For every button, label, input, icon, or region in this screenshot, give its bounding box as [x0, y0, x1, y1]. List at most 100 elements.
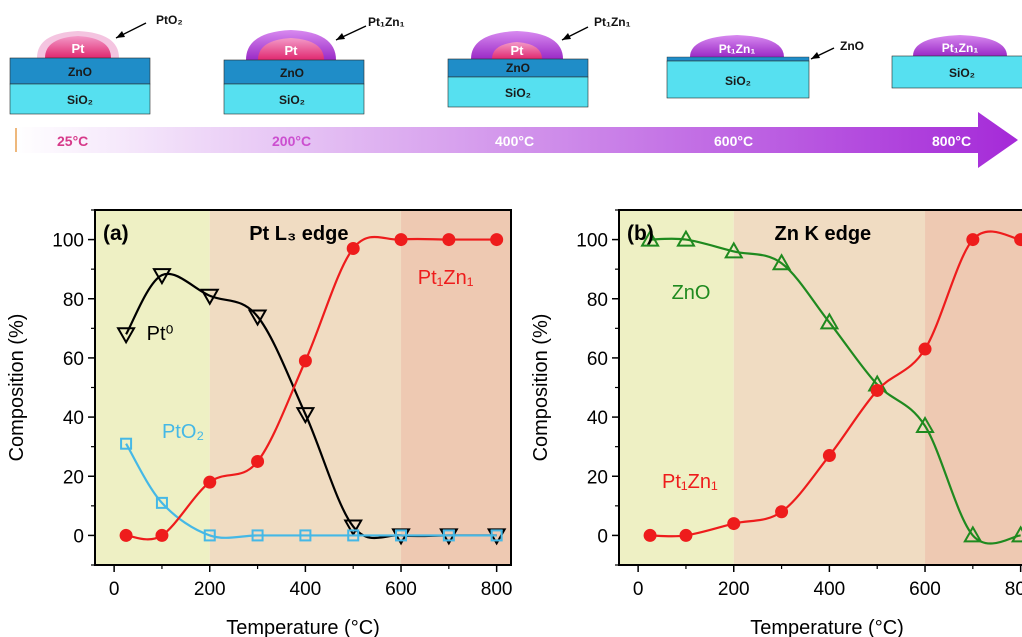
stage-5-layer2-label: SiO₂ — [949, 66, 975, 80]
stage-3-cap-label: Pt — [511, 43, 525, 58]
series-1-point-8 — [490, 529, 503, 542]
stage-1-cap-label: Pt — [72, 41, 86, 56]
series-1-point-7 — [442, 529, 455, 542]
temperature-band-1 — [95, 210, 210, 565]
y-tick-label-100: 100 — [52, 231, 84, 252]
series-1-point-6 — [395, 529, 408, 542]
x-tick-label-400: 400 — [290, 579, 322, 600]
panel-label: (a) — [103, 222, 129, 245]
temperature-band-2 — [733, 210, 926, 565]
stage-4-pointer-label: ZnO — [840, 39, 864, 53]
series-1-point-1 — [155, 496, 168, 509]
stage-2-layer1-label: ZnO — [280, 66, 304, 80]
y-tick-label-80: 80 — [587, 290, 608, 311]
stage-4-stack: Pt₁Zn₁ SiO₂ ZnO — [666, 35, 864, 99]
temperature-band-3 — [925, 210, 1022, 565]
series-1-point-2 — [727, 517, 741, 531]
x-axis-label: Temperature (°C) — [226, 617, 380, 637]
chart-title: Pt L₃ edge — [249, 223, 348, 245]
series-2-point-6 — [394, 233, 408, 247]
y-tick-label-40: 40 — [63, 408, 84, 429]
series-2-point-2 — [203, 475, 217, 489]
series-1-label: Pt₁Zn₁ — [662, 471, 718, 493]
stage-2-temperature: 200°C — [272, 133, 311, 149]
panel-label: (b) — [627, 222, 654, 245]
series-0-point-0 — [116, 327, 136, 345]
series-0-point-0 — [640, 229, 660, 247]
stage-2-pointer-label: Pt₁Zn₁ — [368, 15, 405, 29]
series-2-point-3 — [251, 454, 265, 468]
stage-2-stack: Pt ZnO SiO₂ Pt₁Zn₁ — [223, 15, 405, 115]
y-tick-label-60: 60 — [63, 349, 84, 370]
temperature-band-2 — [209, 210, 402, 565]
stage-1-pointer-label: PtO₂ — [156, 13, 183, 27]
stage-3-layer2-label: SiO₂ — [505, 86, 531, 100]
y-axis-label: Composition (%) — [530, 314, 552, 462]
temperature-band-3 — [401, 210, 511, 565]
stage-2-layer2-label: SiO₂ — [279, 93, 305, 107]
y-tick-label-0: 0 — [597, 526, 608, 547]
series-0-point-6 — [915, 415, 935, 433]
series-1-point-4 — [299, 529, 312, 542]
stage-4-cap-label: Pt₁Zn₁ — [719, 42, 756, 56]
process-schematic: 25°C 200°C 400°C 600°C 800°C Pt ZnO SiO₂… — [9, 13, 1022, 168]
y-axis-label: Composition (%) — [6, 314, 28, 462]
series-1-point-5 — [870, 383, 884, 397]
x-tick-label-0: 0 — [633, 579, 644, 600]
series-1-point-0 — [120, 437, 133, 450]
series-1-point-8 — [1014, 233, 1022, 247]
x-tick-label-800: 800 — [1005, 579, 1022, 600]
series-2-point-1 — [155, 528, 169, 542]
x-tick-label-800: 800 — [481, 579, 513, 600]
x-tick-label-200: 200 — [194, 579, 226, 600]
y-tick-label-40: 40 — [587, 408, 608, 429]
series-1-point-2 — [203, 529, 216, 542]
series-1-point-0 — [643, 528, 657, 542]
series-0-point-3 — [771, 253, 792, 271]
series-0-point-3 — [247, 309, 268, 327]
stage-4-layer2-label: SiO₂ — [725, 74, 751, 88]
series-0-point-4 — [819, 312, 840, 330]
stage-1-layer2-label: SiO₂ — [67, 93, 93, 107]
series-0-point-2 — [724, 241, 744, 259]
temperature-arrow — [14, 112, 1018, 168]
series-0-point-5 — [343, 519, 363, 537]
plot-area: ZnO Pt₁Zn₁ — [640, 229, 1022, 545]
series-2-point-5 — [346, 241, 360, 255]
x-axis-label: Temperature (°C) — [750, 617, 904, 637]
series-1-point-3 — [775, 505, 789, 519]
series-2-point-7 — [442, 233, 456, 247]
stage-1-stack: Pt ZnO SiO₂ PtO₂ — [9, 13, 183, 115]
series-2-point-4 — [298, 354, 312, 368]
temperature-band-1 — [619, 210, 734, 565]
y-tick-label-20: 20 — [63, 467, 84, 488]
stage-1-temperature: 25°C — [57, 133, 88, 149]
series-0-point-4 — [295, 407, 316, 425]
series-2-point-0 — [119, 528, 133, 542]
stage-5-stack: Pt₁Zn₁ SiO₂ — [891, 35, 1022, 89]
stage-5-temperature: 800°C — [932, 133, 971, 149]
series-1-line — [125, 443, 497, 539]
plot-area: Pt⁰ PtO₂ Pt₁Zn₁ — [116, 233, 507, 546]
series-0-point-1 — [152, 268, 172, 286]
series-1-point-3 — [251, 529, 264, 542]
y-tick-label-60: 60 — [587, 349, 608, 370]
stage-3-layer1-label: ZnO — [506, 61, 530, 75]
series-1-label: PtO₂ — [162, 421, 204, 443]
series-0-point-8 — [1010, 525, 1022, 543]
x-tick-label-400: 400 — [814, 579, 846, 600]
x-tick-label-200: 200 — [718, 579, 750, 600]
series-2-label: Pt₁Zn₁ — [418, 267, 474, 289]
stage-2-cap-label: Pt — [285, 43, 299, 58]
series-2-point-8 — [490, 233, 504, 247]
y-tick-label-0: 0 — [73, 526, 84, 547]
series-1-point-1 — [679, 528, 693, 542]
series-0-label: ZnO — [672, 282, 711, 304]
series-0-point-7 — [963, 525, 983, 543]
x-tick-label-600: 600 — [385, 579, 417, 600]
stage-3-temperature: 400°C — [495, 133, 534, 149]
series-1-point-5 — [347, 529, 360, 542]
series-0-label: Pt⁰ — [147, 323, 174, 345]
panel-b-chart: 0 20 40 60 80 100 0 200 400 600 800 Temperature (°C… — [530, 209, 1022, 637]
